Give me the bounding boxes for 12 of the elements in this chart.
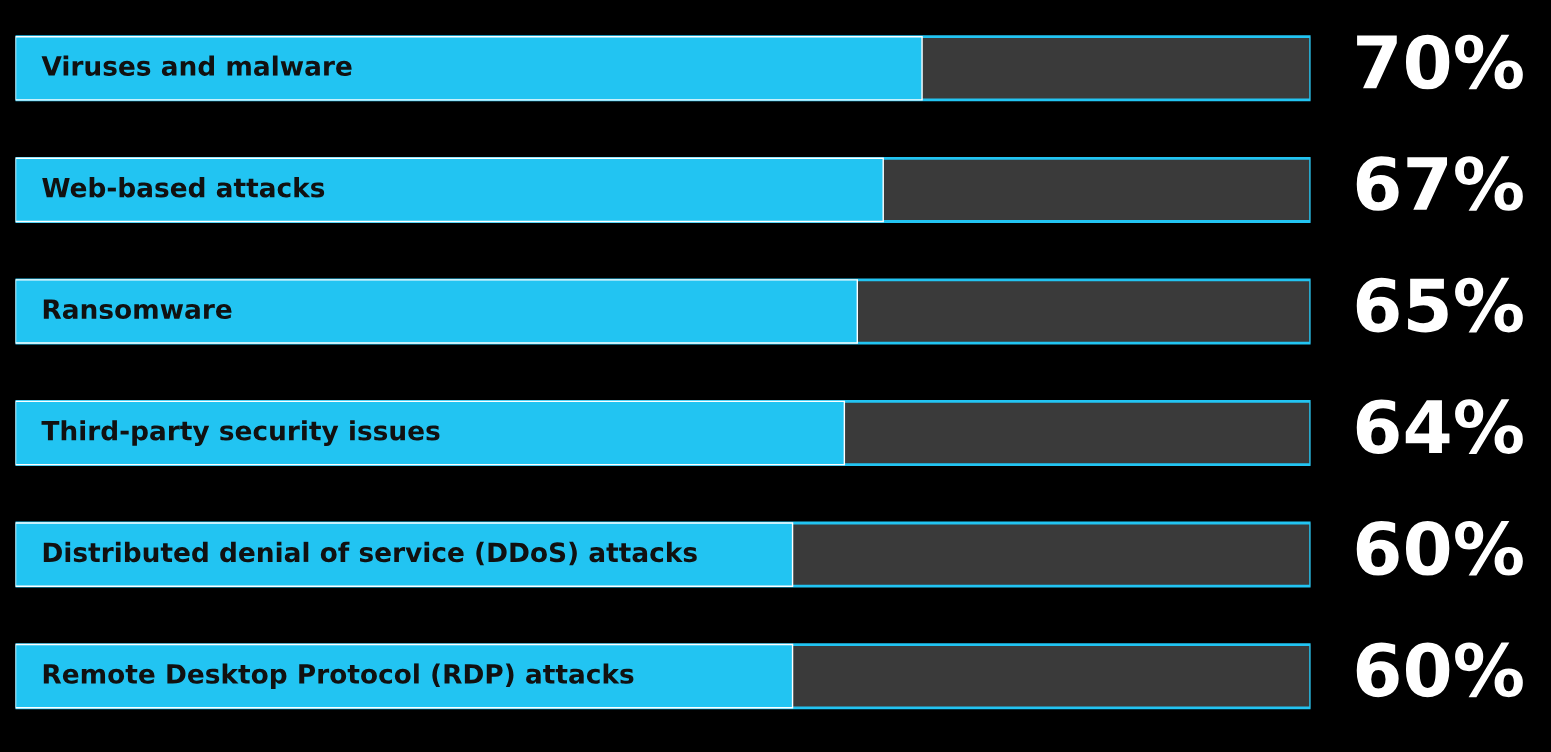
y-tick-label: Ransomware bbox=[43, 299, 232, 320]
data-label: 65% bbox=[1356, 277, 1523, 333]
y-tick-label: Remote Desktop Protocol (RDP) attacks bbox=[43, 663, 634, 689]
data-label: 67% bbox=[1356, 156, 1523, 211]
data-label: 60% bbox=[1356, 642, 1523, 698]
y-tick-label: Third-party security issues bbox=[41, 420, 440, 446]
data-label: 70% bbox=[1357, 34, 1523, 90]
data-label: 64% bbox=[1356, 399, 1523, 454]
y-tick-label: Viruses and malware bbox=[41, 55, 352, 76]
y-tick-label: Web-based attacks bbox=[42, 177, 325, 198]
y-tick-label: Distributed denial of service (DDoS) attacks bbox=[43, 541, 697, 566]
data-label: 60% bbox=[1356, 520, 1523, 576]
